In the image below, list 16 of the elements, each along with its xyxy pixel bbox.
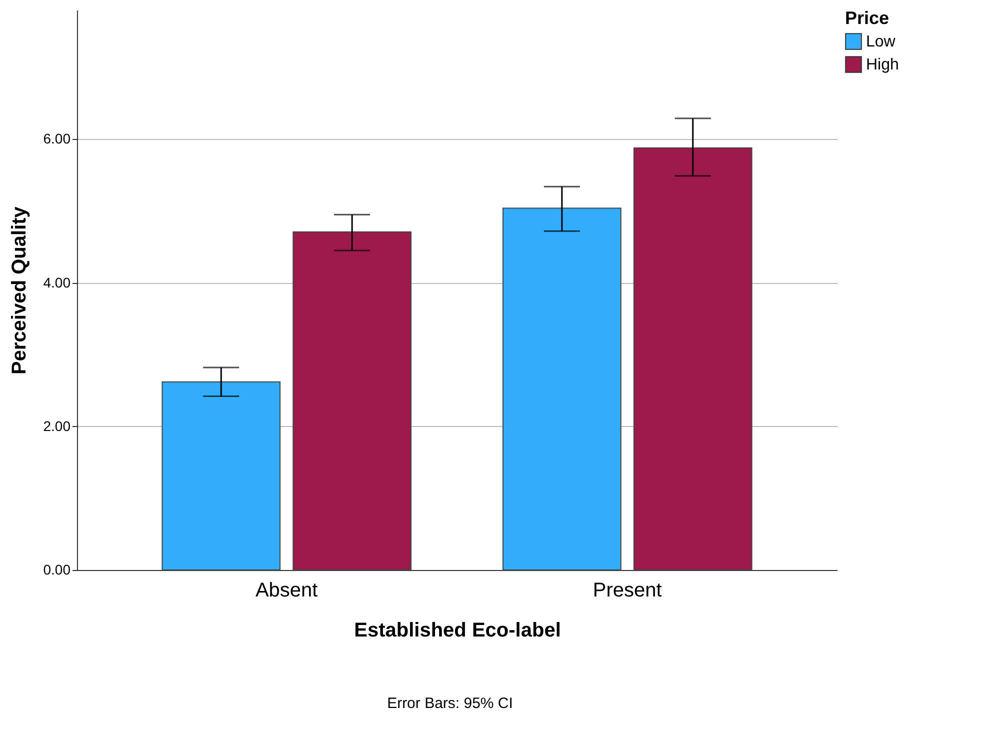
- y-tick-label: 6.00: [43, 130, 71, 147]
- legend-label: High: [866, 56, 899, 74]
- y-axis-title: Perceived Quality: [8, 206, 30, 374]
- legend-title: Price: [845, 8, 890, 28]
- text: Error Bars: 95% CI: [386, 695, 514, 712]
- y-tick-label: 2.00: [43, 418, 71, 434]
- x-tick-label: Present: [592, 580, 662, 602]
- legend-label: Low: [866, 34, 896, 50]
- bar: [292, 231, 412, 570]
- bar: [162, 381, 281, 570]
- bar: [633, 147, 752, 570]
- x-axis-title: Established Eco-label: [354, 620, 561, 642]
- bar: [502, 208, 622, 570]
- y-tick-label: 4.00: [43, 274, 71, 290]
- y-tick-label: 0.00: [43, 562, 71, 578]
- x-tick-label: Absent: [255, 580, 318, 602]
